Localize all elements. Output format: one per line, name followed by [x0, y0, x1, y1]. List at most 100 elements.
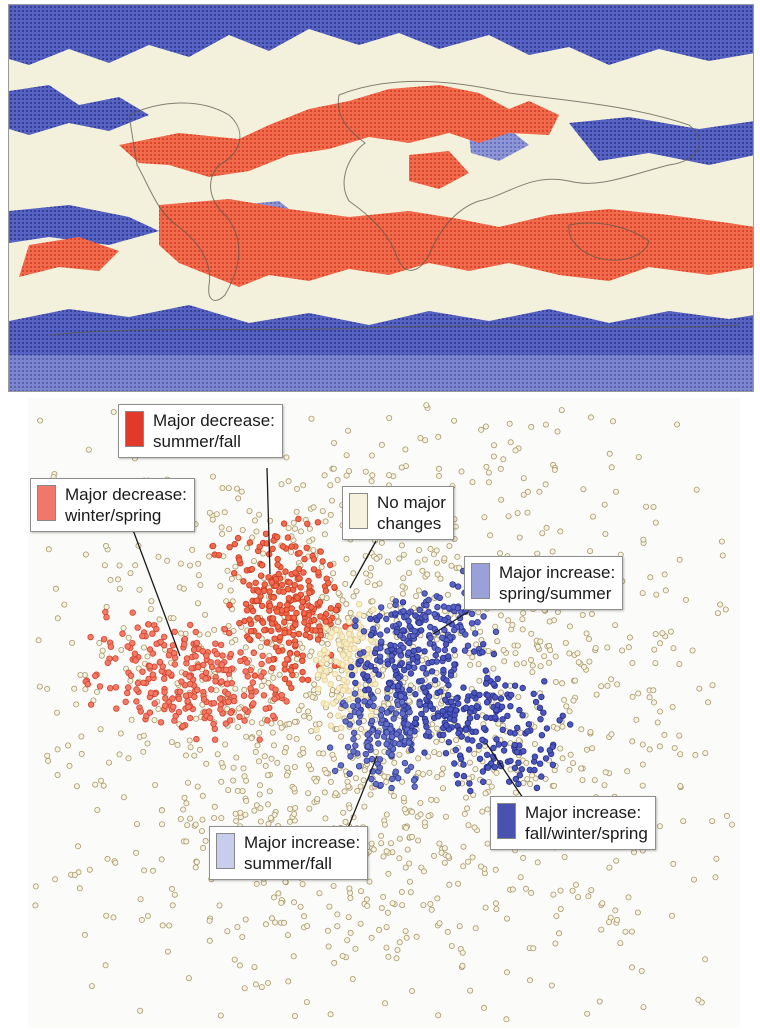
cluster-increase-fall-winter-spring — [467, 787, 474, 795]
cluster-increase-summer-fall — [346, 721, 353, 728]
neutral-point — [455, 880, 462, 887]
neutral-point — [158, 821, 165, 828]
cluster-decrease-winter-spring — [175, 695, 183, 702]
cluster-decrease-winter-spring — [160, 675, 168, 682]
neutral-point — [213, 511, 220, 518]
cluster-increase-summer-fall — [363, 757, 370, 764]
neutral-point — [505, 513, 512, 520]
neutral-point — [551, 782, 558, 789]
cluster-increase-fall-winter-spring — [514, 724, 521, 731]
neutral-point — [539, 530, 546, 537]
neutral-point — [271, 811, 278, 818]
cluster-increase-fall-winter-spring — [512, 775, 519, 783]
cluster-increase-fall-winter-spring — [556, 717, 563, 724]
cluster-increase-summer-fall — [397, 734, 405, 741]
cluster-decrease-winter-spring — [192, 628, 199, 636]
neutral-point — [524, 509, 531, 516]
cluster-increase-spring-summer — [403, 612, 410, 620]
neutral-point — [441, 555, 448, 562]
neutral-point — [276, 671, 283, 678]
neutral-point — [184, 779, 191, 786]
cluster-increase-summer-fall — [376, 764, 383, 771]
neutral-point — [488, 783, 495, 790]
neutral-point — [54, 615, 61, 622]
cluster-increase-fall-winter-spring — [476, 755, 484, 762]
neutral-point — [588, 610, 595, 617]
neutral-point — [629, 659, 636, 666]
neutral-point — [225, 787, 232, 794]
cluster-increase-summer-fall — [373, 732, 381, 739]
cluster-increase-fall-winter-spring — [482, 667, 489, 674]
neutral-point — [268, 915, 275, 922]
cluster-decrease-summer-fall — [226, 543, 233, 551]
cluster-increase-spring-summer — [360, 628, 368, 635]
cluster-decrease-winter-spring — [193, 639, 201, 647]
cluster-no-change — [356, 600, 363, 608]
cluster-decrease-winter-spring — [170, 649, 178, 657]
neutral-point — [598, 926, 605, 933]
cluster-decrease-summer-fall — [302, 631, 309, 639]
cluster-decrease-winter-spring — [194, 663, 202, 671]
neutral-point — [692, 751, 699, 758]
neutral-point — [373, 555, 380, 562]
neutral-point — [217, 583, 224, 590]
neutral-point — [442, 813, 449, 820]
neutral-point — [667, 628, 674, 635]
cluster-decrease-winter-spring — [156, 658, 164, 666]
neutral-point — [446, 542, 453, 549]
cluster-increase-fall-winter-spring — [357, 657, 365, 664]
cluster-increase-spring-summer — [436, 594, 443, 601]
neutral-point — [327, 778, 334, 785]
cluster-decrease-summer-fall — [299, 598, 306, 605]
cluster-increase-fall-winter-spring — [445, 691, 452, 699]
neutral-point — [278, 899, 285, 906]
neutral-point — [358, 725, 365, 732]
cluster-increase-fall-winter-spring — [468, 704, 475, 712]
cluster-decrease-winter-spring — [258, 660, 265, 668]
neutral-point — [151, 717, 158, 724]
neutral-point — [575, 894, 582, 901]
neutral-point — [542, 421, 549, 428]
neutral-point — [393, 955, 400, 962]
leader-increase-summer-fall — [347, 755, 378, 829]
neutral-point — [599, 900, 606, 907]
neutral-point — [556, 930, 563, 937]
cluster-increase-spring-summer — [383, 615, 390, 623]
cluster-increase-fall-winter-spring — [549, 761, 557, 768]
neutral-point — [669, 703, 676, 710]
neutral-point — [137, 896, 144, 903]
neutral-point — [372, 749, 379, 756]
cluster-increase-fall-winter-spring — [432, 651, 439, 659]
neutral-point — [144, 653, 151, 660]
cluster-increase-fall-winter-spring — [410, 647, 417, 655]
cluster-decrease-winter-spring — [264, 717, 271, 724]
neutral-point — [339, 597, 346, 604]
neutral-point — [155, 705, 162, 712]
cluster-increase-fall-winter-spring — [372, 666, 379, 674]
cluster-increase-summer-fall — [406, 708, 413, 716]
cluster-increase-fall-winter-spring — [498, 703, 506, 710]
cluster-increase-summer-fall — [388, 705, 395, 712]
neutral-point — [350, 570, 357, 577]
neutral-point — [264, 801, 271, 808]
cluster-increase-spring-summer — [383, 627, 391, 634]
neutral-point — [557, 745, 564, 752]
cluster-decrease-summer-fall — [304, 676, 312, 684]
neutral-point — [270, 894, 277, 901]
neutral-point — [566, 766, 573, 773]
neutral-point — [140, 748, 147, 755]
neutral-point — [211, 814, 218, 821]
neutral-point — [166, 922, 173, 929]
neutral-point — [441, 845, 448, 852]
neutral-point — [380, 853, 387, 860]
cluster-increase-fall-winter-spring — [484, 692, 491, 699]
neutral-point — [44, 752, 51, 759]
neutral-point — [177, 560, 184, 567]
neutral-point — [601, 501, 608, 508]
neutral-point — [495, 720, 502, 727]
neutral-point — [433, 559, 440, 566]
cluster-decrease-summer-fall — [317, 613, 324, 620]
cluster-decrease-winter-spring — [212, 678, 219, 685]
cluster-increase-fall-winter-spring — [443, 722, 450, 729]
cluster-increase-fall-winter-spring — [398, 660, 405, 667]
